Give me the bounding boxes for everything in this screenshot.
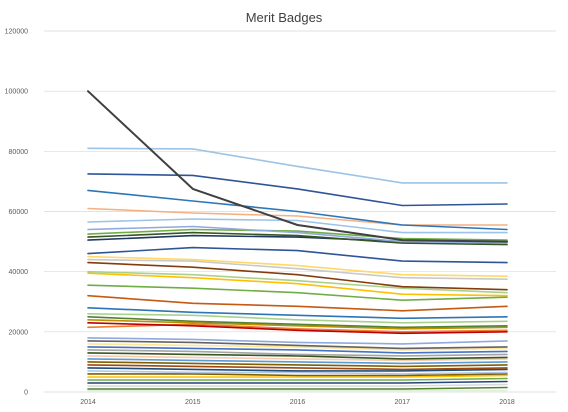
series-line	[87, 318, 508, 330]
series-line	[87, 361, 508, 368]
series-line	[87, 189, 508, 231]
y-axis-ticks: 0 20000 40000 60000 80000 100000 120000	[5, 29, 28, 397]
series-line	[87, 377, 508, 381]
series-line	[87, 343, 508, 351]
y-tick-label: 20000	[9, 329, 29, 336]
x-tick-label: 2015	[185, 399, 201, 406]
series-line	[87, 228, 508, 241]
series-line	[87, 340, 508, 350]
series-line	[87, 367, 508, 372]
series-line	[87, 374, 508, 378]
series-line	[87, 337, 508, 345]
series-line	[87, 312, 508, 324]
y-tick-label: 100000	[5, 89, 28, 96]
series-line	[87, 315, 508, 329]
series-line	[87, 346, 508, 354]
series-line	[87, 272, 508, 297]
series-line	[87, 218, 508, 234]
series-line	[87, 225, 508, 244]
series-line	[87, 284, 508, 302]
series-line	[87, 207, 508, 226]
series-line	[87, 352, 508, 360]
series-line	[87, 349, 508, 357]
x-axis-ticks: 2014 2015 2016 2017 2018	[80, 399, 515, 406]
y-tick-label: 0	[24, 390, 28, 397]
x-tick-label: 2016	[290, 399, 306, 406]
series-line	[87, 373, 508, 377]
y-tick-label: 80000	[9, 149, 29, 156]
series-line	[87, 270, 508, 294]
series-line	[87, 147, 508, 184]
series-line	[87, 258, 508, 281]
series-line	[87, 255, 508, 278]
series-line	[87, 246, 508, 264]
series-line	[87, 173, 508, 207]
gridlines	[44, 30, 556, 393]
series-line	[87, 386, 508, 390]
series-line	[87, 383, 508, 387]
series-line	[87, 358, 508, 365]
series-line	[87, 321, 508, 335]
series-line	[87, 380, 508, 384]
series-line	[87, 364, 508, 371]
y-tick-label: 120000	[5, 29, 28, 36]
series-line	[87, 306, 508, 320]
series-line	[87, 355, 508, 362]
series-line	[87, 231, 508, 246]
series-line	[87, 90, 508, 243]
x-tick-label: 2014	[80, 399, 96, 406]
chart-title: Merit Badges	[246, 10, 323, 25]
y-tick-label: 60000	[9, 209, 29, 216]
x-tick-label: 2017	[394, 399, 410, 406]
series-group	[87, 90, 508, 392]
series-line	[87, 370, 508, 375]
y-tick-label: 40000	[9, 269, 29, 276]
x-tick-label: 2018	[499, 399, 515, 406]
series-line	[87, 294, 508, 312]
series-line	[87, 261, 508, 291]
